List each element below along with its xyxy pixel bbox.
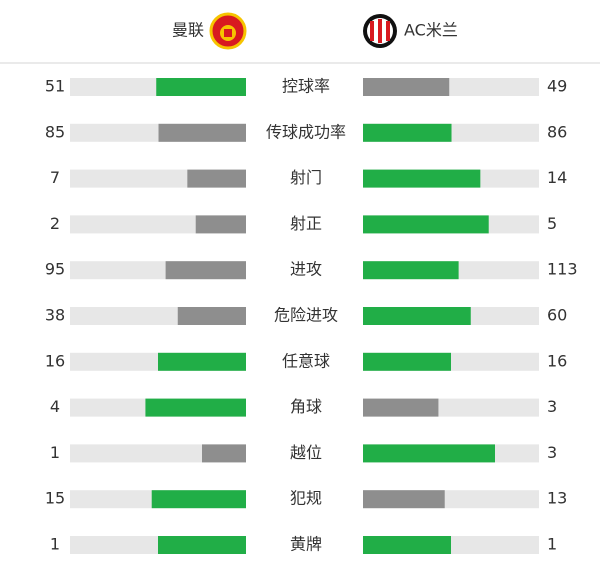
home-bar bbox=[158, 536, 246, 554]
stat-label: 传球成功率 bbox=[266, 122, 346, 141]
stat-label: 危险进攻 bbox=[274, 306, 338, 325]
stat-label: 任意球 bbox=[282, 351, 330, 370]
away-bar bbox=[363, 261, 459, 280]
away-bar bbox=[363, 169, 481, 188]
home-bar bbox=[151, 490, 246, 509]
home-bar bbox=[177, 307, 246, 325]
home-value: 15 bbox=[45, 489, 65, 508]
home-value: 16 bbox=[45, 351, 65, 370]
home-team-name: 曼联 bbox=[172, 21, 204, 40]
home-value: 1 bbox=[50, 443, 60, 462]
home-value: 38 bbox=[45, 306, 65, 325]
away-bar bbox=[363, 398, 439, 417]
stat-label: 控球率 bbox=[282, 77, 330, 96]
stat-label: 黄牌 bbox=[290, 535, 322, 554]
away-team-name: AC米兰 bbox=[404, 21, 458, 40]
away-bar bbox=[363, 215, 489, 234]
home-bar bbox=[156, 78, 246, 96]
home-value: 85 bbox=[45, 122, 65, 141]
stat-label: 射门 bbox=[290, 168, 322, 187]
stat-label: 角球 bbox=[290, 397, 322, 416]
home-bar bbox=[195, 215, 246, 234]
home-bar bbox=[145, 398, 246, 417]
away-bar bbox=[363, 352, 451, 371]
home-value: 95 bbox=[45, 260, 65, 279]
away-value: 1 bbox=[547, 535, 557, 554]
away-value: 86 bbox=[547, 122, 567, 141]
stat-label: 进攻 bbox=[290, 260, 322, 279]
home-value: 7 bbox=[50, 168, 60, 187]
away-value: 113 bbox=[547, 260, 578, 279]
away-value: 3 bbox=[547, 443, 557, 462]
away-value: 13 bbox=[547, 489, 567, 508]
home-value: 2 bbox=[50, 214, 60, 233]
away-bar bbox=[363, 78, 450, 96]
away-bar bbox=[363, 307, 471, 325]
home-bar bbox=[165, 261, 246, 280]
away-value: 5 bbox=[547, 214, 557, 233]
away-bar bbox=[363, 490, 445, 509]
away-value: 60 bbox=[547, 306, 567, 325]
home-logo bbox=[209, 12, 247, 50]
away-value: 3 bbox=[547, 397, 557, 416]
home-bar bbox=[202, 444, 246, 463]
away-bar bbox=[363, 123, 452, 142]
stat-label: 犯规 bbox=[290, 489, 322, 508]
home-bar bbox=[158, 352, 246, 371]
home-value: 4 bbox=[50, 397, 60, 416]
home-bar bbox=[158, 123, 246, 142]
home-value: 51 bbox=[45, 77, 65, 96]
away-bar bbox=[363, 536, 451, 554]
away-logo bbox=[363, 14, 397, 48]
stat-label: 越位 bbox=[290, 443, 322, 462]
away-value: 16 bbox=[547, 351, 567, 370]
away-value: 14 bbox=[547, 168, 567, 187]
home-value: 1 bbox=[50, 535, 60, 554]
stat-label: 射正 bbox=[290, 214, 322, 233]
home-bar bbox=[187, 169, 246, 188]
away-value: 49 bbox=[547, 77, 567, 96]
away-bar bbox=[363, 444, 495, 463]
